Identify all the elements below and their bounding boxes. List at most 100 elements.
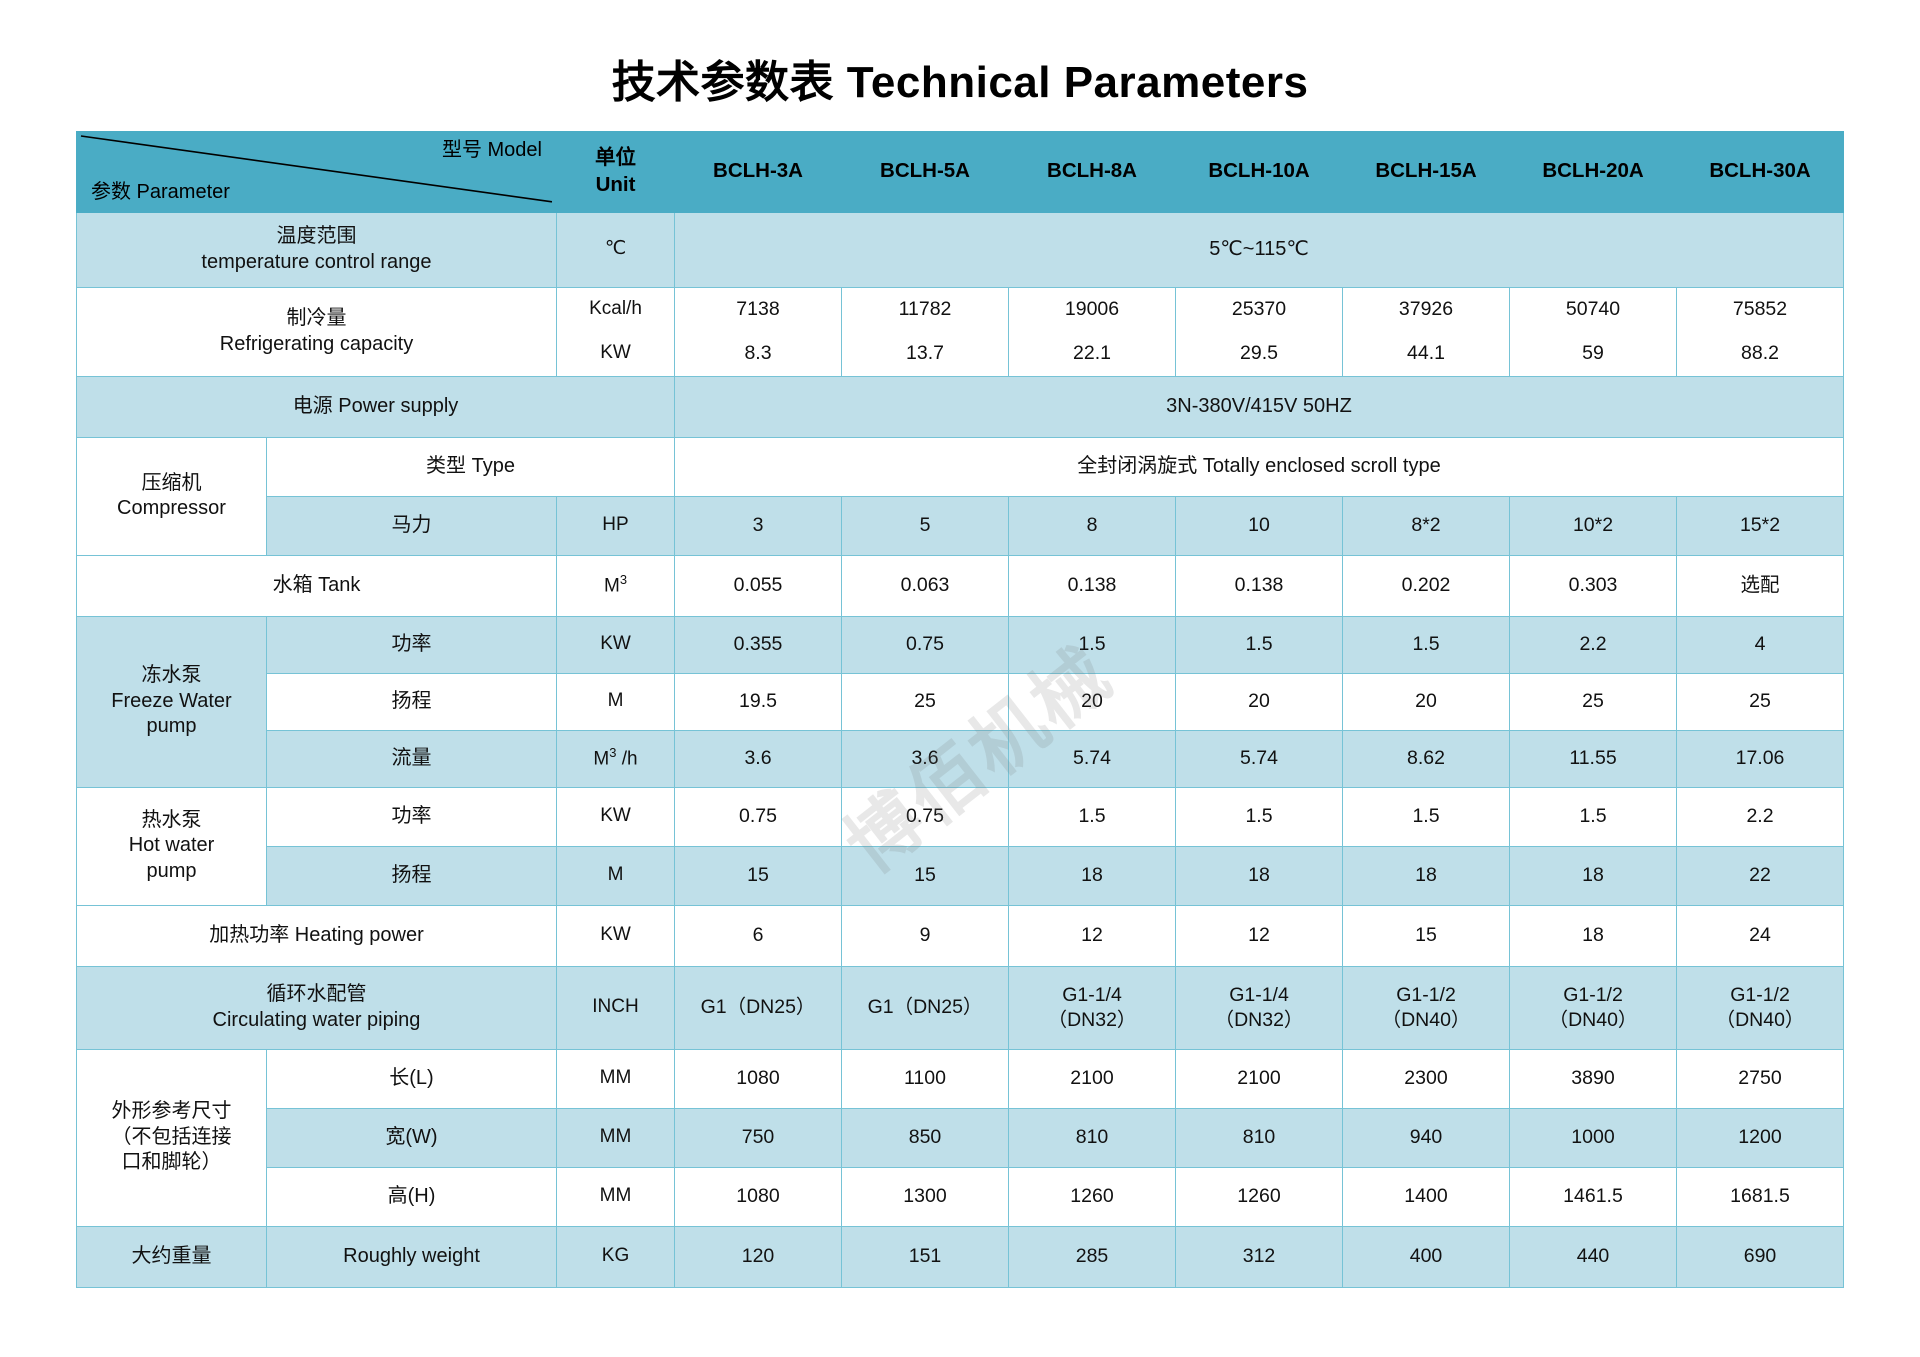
unit-freeze-pump-head: M bbox=[556, 672, 675, 731]
value-refrigerating-kw-5: 59 bbox=[1509, 331, 1677, 377]
value-dimension-length-1: 1100 bbox=[841, 1048, 1009, 1109]
label-dimensions-group: 外形参考尺寸 （不包括连接 口和脚轮） bbox=[76, 1048, 267, 1227]
row-power-supply: 电源 Power supply 3N-380V/415V 50HZ bbox=[76, 375, 1844, 438]
value-compressor-hp-6: 15*2 bbox=[1676, 495, 1844, 556]
value-dimension-width-3: 810 bbox=[1175, 1107, 1343, 1168]
unit-hot-pump-head: M bbox=[556, 845, 675, 906]
value-compressor-hp-5: 10*2 bbox=[1509, 495, 1677, 556]
label-freeze-pump-en-2: pump bbox=[146, 715, 197, 738]
row-circulating-piping: 循环水配管 Circulating water piping INCH G1（D… bbox=[76, 965, 1844, 1050]
value-hot-pump-head-6: 22 bbox=[1676, 845, 1844, 906]
row-freeze-pump-power: 冻水泵 Freeze Water pump 功率 KW 0.355 0.75 1… bbox=[76, 615, 1844, 788]
row-hot-pump-power: 热水泵 Hot water pump 功率 KW 0.75 0.75 1.5 1… bbox=[76, 786, 1844, 906]
row-dimension-height: 高(H) MM 1080 1300 1260 1260 1400 1461.5 … bbox=[77, 1166, 1844, 1227]
label-temperature-range: 温度范围 temperature control range bbox=[76, 211, 557, 288]
value-refrigerating-kw-6: 88.2 bbox=[1676, 331, 1844, 377]
value-compressor-hp-0: 3 bbox=[674, 495, 842, 556]
value-dimension-height-5: 1461.5 bbox=[1509, 1166, 1677, 1227]
value-refrigerating-kcal-4: 37926 bbox=[1342, 286, 1510, 332]
value-hot-pump-power-4: 1.5 bbox=[1342, 786, 1510, 847]
value-freeze-pump-flow-1: 3.6 bbox=[841, 729, 1009, 788]
value-hot-pump-power-3: 1.5 bbox=[1175, 786, 1343, 847]
value-hot-pump-head-3: 18 bbox=[1175, 845, 1343, 906]
unit-compressor-hp: HP bbox=[556, 495, 675, 556]
value-hot-pump-power-0: 0.75 bbox=[674, 786, 842, 847]
value-refrigerating-kcal-1: 11782 bbox=[841, 286, 1009, 332]
value-hot-pump-power-1: 0.75 bbox=[841, 786, 1009, 847]
value-dimension-width-6: 1200 bbox=[1676, 1107, 1844, 1168]
value-freeze-pump-power-6: 4 bbox=[1676, 615, 1844, 674]
value-tank-3: 0.138 bbox=[1175, 554, 1343, 617]
label-hot-pump-power: 功率 bbox=[266, 786, 557, 847]
header-model-4: BCLH-15A bbox=[1342, 130, 1510, 213]
header-corner-cell: 型号 Model 参数 Parameter bbox=[76, 130, 557, 213]
value-hot-pump-power-2: 1.5 bbox=[1008, 786, 1176, 847]
unit-dimension-width: MM bbox=[556, 1107, 675, 1168]
value-tank-1: 0.063 bbox=[841, 554, 1009, 617]
value-refrigerating-kcal-3: 25370 bbox=[1175, 286, 1343, 332]
value-weight-0: 120 bbox=[674, 1225, 842, 1288]
label-freeze-pump-head: 扬程 bbox=[266, 672, 557, 731]
value-circulating-piping-4: G1-1/2 （DN40） bbox=[1342, 965, 1510, 1050]
value-compressor-hp-2: 8 bbox=[1008, 495, 1176, 556]
unit-circulating-piping: INCH bbox=[556, 965, 675, 1050]
value-freeze-pump-power-0: 0.355 bbox=[674, 615, 842, 674]
unit-weight: KG bbox=[556, 1225, 675, 1288]
unit-dimension-height: MM bbox=[556, 1166, 675, 1227]
label-dimension-height: 高(H) bbox=[266, 1166, 557, 1227]
value-freeze-pump-head-2: 20 bbox=[1008, 672, 1176, 731]
value-compressor-hp-4: 8*2 bbox=[1342, 495, 1510, 556]
row-compressor-hp: 马力 HP 3 5 8 10 8*2 10*2 15*2 bbox=[77, 495, 1844, 556]
value-freeze-pump-head-5: 25 bbox=[1509, 672, 1677, 731]
label-freeze-pump-en-1: Freeze Water bbox=[111, 689, 232, 712]
value-freeze-pump-flow-4: 8.62 bbox=[1342, 729, 1510, 788]
value-hot-pump-head-2: 18 bbox=[1008, 845, 1176, 906]
label-weight-en: Roughly weight bbox=[266, 1225, 557, 1288]
value-weight-5: 440 bbox=[1509, 1225, 1677, 1288]
header-model-5: BCLH-20A bbox=[1509, 130, 1677, 213]
value-tank-2: 0.138 bbox=[1008, 554, 1176, 617]
header-unit-cell: 单位 Unit bbox=[556, 130, 675, 213]
value-hot-pump-power-5: 1.5 bbox=[1509, 786, 1677, 847]
label-weight-cn: 大约重量 bbox=[76, 1225, 267, 1288]
value-heating-power-2: 12 bbox=[1008, 904, 1176, 967]
label-refrigerating-cn: 制冷量 bbox=[286, 307, 347, 329]
value-dimension-length-6: 2750 bbox=[1676, 1048, 1844, 1109]
row-refrigerating-kcal: 制冷量 Refrigerating capacity Kcal/h 7138 1… bbox=[76, 286, 1844, 377]
value-heating-power-3: 12 bbox=[1175, 904, 1343, 967]
value-tank-5: 0.303 bbox=[1509, 554, 1677, 617]
value-tank-0: 0.055 bbox=[674, 554, 842, 617]
value-freeze-pump-power-2: 1.5 bbox=[1008, 615, 1176, 674]
label-tank: 水箱 Tank bbox=[76, 554, 557, 617]
label-hot-pump-en-2: pump bbox=[146, 859, 197, 882]
label-refrigerating-en: Refrigerating capacity bbox=[219, 332, 414, 355]
label-temperature-range-en: temperature control range bbox=[201, 250, 432, 273]
value-freeze-pump-flow-6: 17.06 bbox=[1676, 729, 1844, 788]
value-weight-1: 151 bbox=[841, 1225, 1009, 1288]
unit-heating-power: KW bbox=[556, 904, 675, 967]
row-temperature-range: 温度范围 temperature control range ℃ 5℃~115℃ bbox=[76, 211, 1844, 288]
label-hot-pump-en-1: Hot water bbox=[128, 834, 215, 857]
row-refrigerating-kw: KW 8.3 13.7 22.1 29.5 44.1 59 88.2 bbox=[77, 331, 1844, 377]
value-refrigerating-kcal-6: 75852 bbox=[1676, 286, 1844, 332]
label-hot-pump-cn: 热水泵 bbox=[141, 808, 202, 831]
unit-dimension-length: MM bbox=[556, 1048, 675, 1109]
value-circulating-piping-1: G1（DN25） bbox=[841, 965, 1009, 1050]
unit-freeze-pump-power: KW bbox=[556, 615, 675, 674]
label-freeze-pump-flow: 流量 bbox=[266, 729, 557, 788]
value-freeze-pump-flow-2: 5.74 bbox=[1008, 729, 1176, 788]
label-circulating-piping: 循环水配管 Circulating water piping bbox=[76, 965, 557, 1050]
value-hot-pump-power-6: 2.2 bbox=[1676, 786, 1844, 847]
value-freeze-pump-head-4: 20 bbox=[1342, 672, 1510, 731]
label-circulating-piping-cn: 循环水配管 bbox=[266, 983, 367, 1005]
label-compressor-cn: 压缩机 bbox=[141, 471, 202, 494]
value-dimension-width-5: 1000 bbox=[1509, 1107, 1677, 1168]
unit-temperature-range: ℃ bbox=[556, 211, 675, 288]
value-heating-power-0: 6 bbox=[674, 904, 842, 967]
label-dimension-length: 长(L) bbox=[266, 1048, 557, 1109]
value-refrigerating-kcal-2: 19006 bbox=[1008, 286, 1176, 332]
value-freeze-pump-power-1: 0.75 bbox=[841, 615, 1009, 674]
label-compressor-group: 压缩机 Compressor bbox=[76, 436, 267, 556]
value-compressor-type: 全封闭涡旋式 Totally enclosed scroll type bbox=[674, 436, 1844, 497]
